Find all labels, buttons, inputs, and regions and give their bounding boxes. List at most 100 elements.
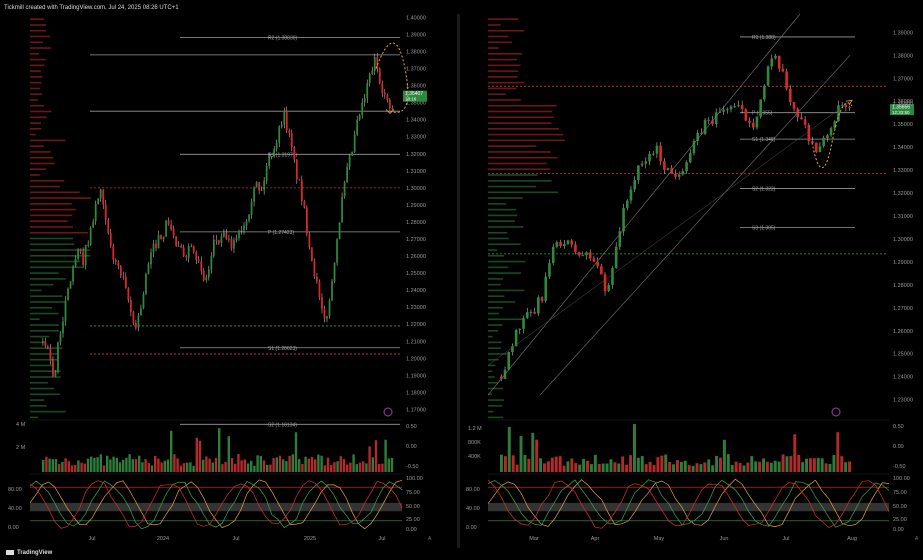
right-candle-body [611, 267, 614, 285]
right-volume-bar [797, 454, 801, 472]
right-candle-body [685, 162, 688, 172]
left-volume-bar [368, 446, 371, 472]
right-volume-bar [535, 439, 539, 472]
right-candle-body [837, 105, 840, 122]
left-candle-body [197, 259, 200, 262]
right-volume-bar [676, 460, 679, 472]
left-volume-profile-bar [30, 99, 38, 101]
right-candle-body [755, 116, 759, 128]
left-candle-body [255, 182, 258, 188]
left-candle-body [182, 247, 185, 257]
left-candle-body [223, 232, 225, 237]
right-volume-bar [816, 457, 820, 472]
right-volume-bar [820, 458, 824, 472]
left-volume-bar [198, 440, 202, 472]
left-volume-profile-bar [30, 376, 61, 378]
left-candle-body [192, 245, 195, 252]
left-candle-body [47, 346, 49, 348]
left-volume-profile-bar [30, 197, 92, 199]
right-volume-profile-bar [488, 376, 495, 378]
right-volume-bar [742, 465, 746, 472]
right-volume-bar [808, 458, 812, 472]
left-volume-profile-bar [30, 324, 59, 326]
left-candle-body [233, 240, 235, 249]
right-level-label: P (1.355) [752, 111, 773, 117]
left-volume-profile-bar [30, 151, 51, 153]
left-price-tick-label: 1.23000 [406, 305, 426, 311]
left-volume-bar [106, 455, 109, 472]
right-volume-profile-bar [488, 58, 518, 61]
left-price-tick-label: 1.38000 [406, 50, 426, 56]
right-candle-body [711, 120, 714, 124]
right-auto-scale-button: A [915, 536, 919, 542]
right-volume-profile-bar [488, 387, 503, 390]
right-osc-right-tick: 75.00 [893, 490, 907, 496]
left-volume-bar [195, 437, 198, 472]
right-volume-profile-bar [488, 185, 537, 188]
right-volume-profile-bar [488, 53, 522, 55]
left-candle-body [316, 276, 318, 282]
right-volume-bar [660, 455, 664, 472]
left-candle-body [386, 94, 389, 100]
left-volume-bar [349, 462, 352, 472]
left-candle-body [172, 229, 175, 237]
left-osc-line [29, 480, 403, 529]
left-candle-body [338, 222, 341, 240]
right-volume-profile-bar [488, 110, 553, 113]
left-level-label: P (1.27423) [268, 230, 294, 236]
right-candle-body [789, 88, 792, 103]
right-candle-body [659, 145, 662, 162]
left-volume-bar [374, 440, 378, 472]
right-volume-bar [531, 432, 535, 472]
right-candle-body [633, 180, 636, 190]
right-volume-profile-bar [488, 197, 523, 199]
left-candle-body [358, 115, 361, 120]
left-candle-body [152, 243, 155, 253]
left-volume-profile-bar [30, 226, 73, 228]
right-volume-profile-bar [488, 324, 503, 326]
left-volume-profile-bar [30, 87, 40, 90]
right-candle-body [655, 145, 659, 154]
left-volume-bar [275, 457, 278, 472]
left-volume-bar [237, 454, 240, 472]
left-volume-profile-bar [30, 353, 58, 355]
right-volume-right-tick: -0.50 [893, 464, 906, 470]
left-price-tick-label: 1.21000 [406, 339, 426, 345]
right-volume-bar [707, 459, 711, 472]
right-volume-profile-bar [488, 410, 494, 413]
left-volume-bar [45, 456, 48, 472]
left-candle-body [378, 68, 381, 84]
left-volume-bar [58, 464, 61, 472]
right-time-tick-label: Aug [847, 536, 857, 542]
right-candle-body [629, 189, 633, 201]
right-volume-bar [789, 456, 793, 472]
right-candle-body [581, 255, 585, 257]
left-candle-body [135, 323, 137, 328]
left-volume-bar [390, 457, 394, 472]
left-candle-body [69, 281, 72, 289]
right-candle-body [700, 132, 703, 134]
left-candle-body [130, 300, 132, 312]
right-volume-bar [801, 462, 805, 472]
left-candle-body [187, 245, 190, 258]
right-volume-profile-bar [488, 330, 499, 332]
left-volume-profile-bar [30, 289, 42, 292]
right-candle-body [733, 106, 737, 108]
left-price-tick-label: 1.19000 [406, 373, 426, 379]
left-candle-body [49, 347, 52, 361]
right-volume-profile-bar [488, 99, 521, 101]
right-volume-profile-bar [488, 231, 508, 234]
left-volume-bar [282, 459, 285, 472]
left-candle-body [220, 236, 223, 244]
left-volume-tick-label: 2 M [16, 445, 26, 451]
left-osc-right-tick: 25.00 [406, 517, 420, 523]
left-candle-body [137, 315, 140, 328]
left-volume-tick-label: 4 M [16, 422, 26, 428]
right-osc-right-tick: 0.00 [893, 527, 904, 533]
left-candle-body [200, 261, 203, 271]
left-volume-bar [250, 460, 253, 472]
right-candle-body [714, 112, 718, 124]
right-volume-bar [519, 436, 523, 472]
right-volume-profile-bar [488, 18, 519, 20]
right-volume-profile-bar [488, 156, 558, 159]
